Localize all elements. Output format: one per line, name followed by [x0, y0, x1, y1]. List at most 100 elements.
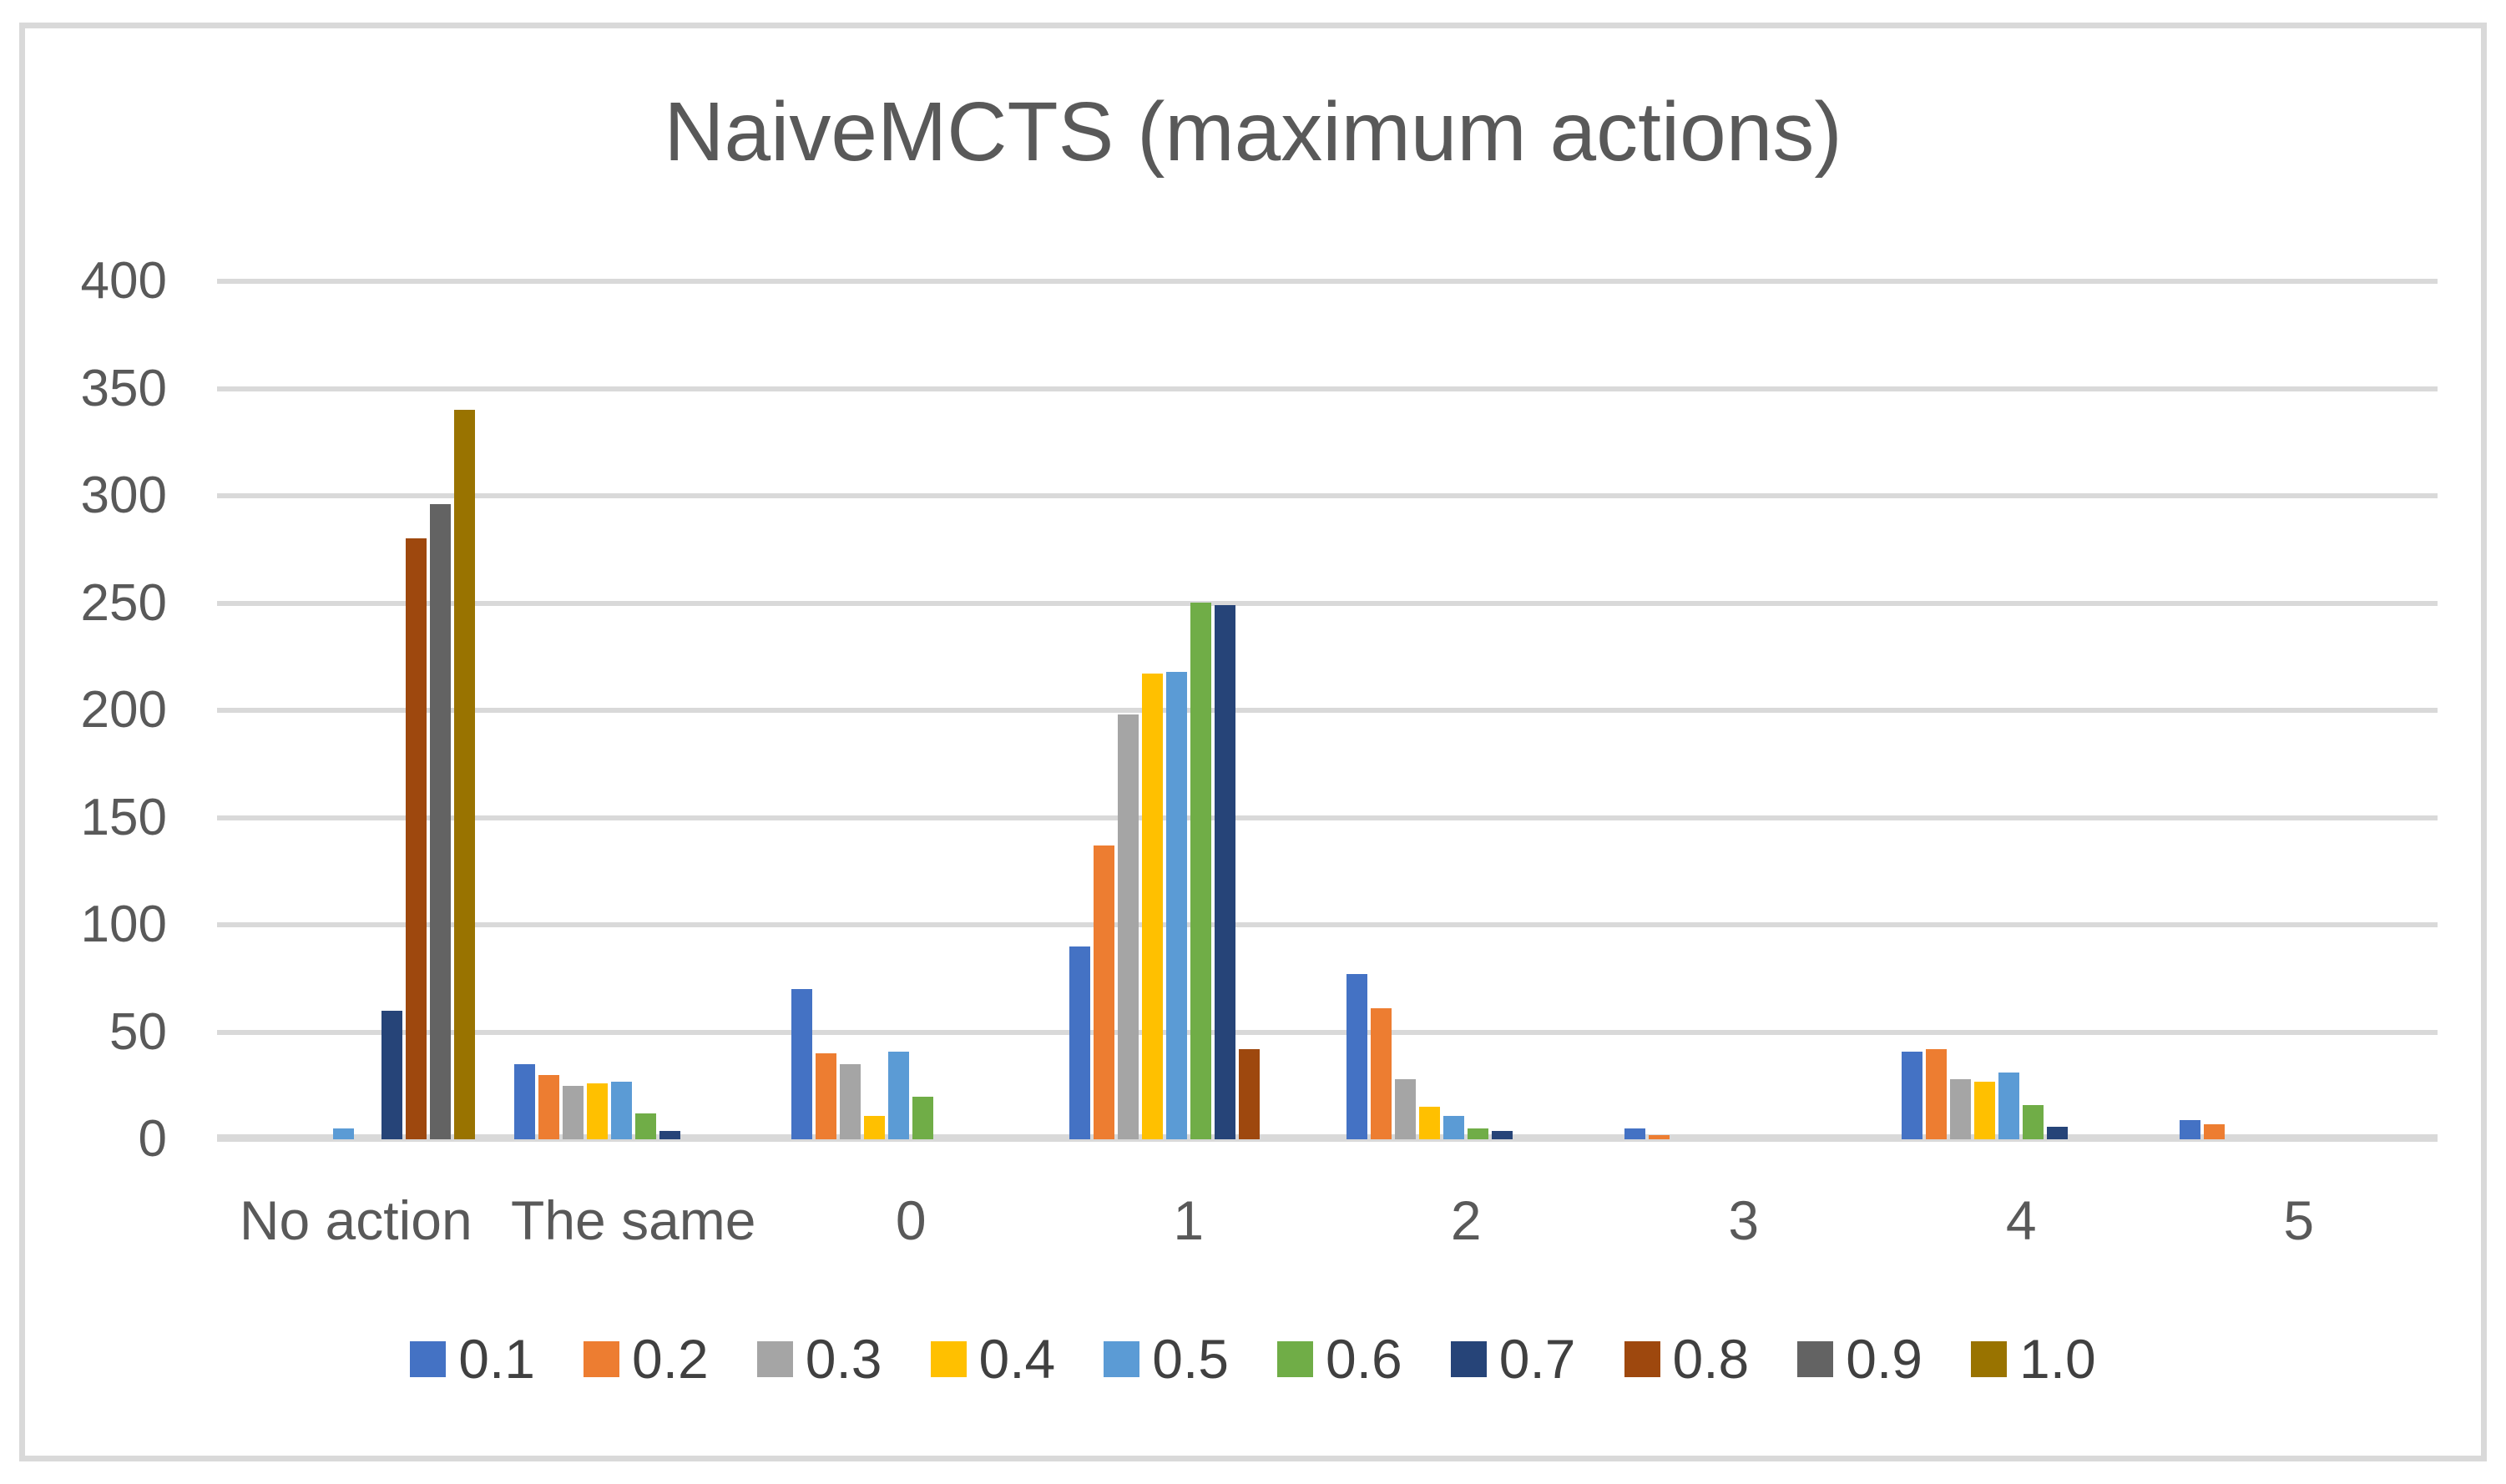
legend-swatch-0.9	[1797, 1340, 1834, 1377]
y-tick-label-100: 100	[80, 896, 167, 953]
gridline-400	[217, 279, 2438, 284]
legend-swatch-0.6	[1277, 1340, 1313, 1377]
y-tick-label-50: 50	[109, 1002, 167, 1061]
legend-swatch-0.3	[756, 1340, 793, 1377]
legend-label-0.3: 0.3	[805, 1328, 882, 1390]
bar-series-0.5-cat-2	[1443, 1116, 1465, 1139]
bar-group-0	[772, 281, 1050, 1139]
bar-series-0.4-cat-4	[1974, 1082, 1996, 1139]
bar-group-1	[1050, 281, 1328, 1139]
bar-series-0.4-cat-1	[1141, 674, 1163, 1139]
bar-series-0.5-cat-0	[888, 1052, 910, 1139]
bar-series-0.1-cat-4	[1902, 1052, 1923, 1139]
legend-label-0.7: 0.7	[1498, 1328, 1576, 1390]
bar-group-no-action	[217, 281, 495, 1139]
bar-series-0.2-cat-3	[1648, 1135, 1670, 1139]
bar-series-0.8-cat-no-action	[406, 538, 427, 1139]
bar-series-0.8-cat-1	[1238, 1049, 1260, 1139]
bar-group-3	[1605, 281, 1883, 1139]
legend-item-0.3: 0.3	[756, 1327, 882, 1391]
bar-series-0.6-cat-0	[912, 1097, 934, 1139]
legend-swatch-1.0	[1971, 1340, 2007, 1377]
gridline-200	[217, 708, 2438, 713]
bar-series-0.1-cat-the-same	[513, 1064, 535, 1139]
plot-area	[217, 279, 2438, 1142]
bar-series-0.4-cat-the-same	[586, 1083, 608, 1139]
x-tick-label-3: 3	[1728, 1189, 1760, 1251]
bar-series-0.7-cat-4	[2047, 1127, 2069, 1139]
bar-series-0.3-cat-1	[1117, 714, 1139, 1139]
bar-series-0.4-cat-2	[1419, 1107, 1441, 1139]
legend-label-0.9: 0.9	[1846, 1328, 1922, 1390]
x-tick-label-2: 2	[1450, 1189, 1482, 1251]
y-tick-label-350: 350	[80, 359, 167, 417]
bar-series-0.1-cat-3	[1624, 1128, 1645, 1139]
bar-series-0.7-cat-1	[1214, 605, 1235, 1139]
legend-swatch-0.7	[1450, 1340, 1487, 1377]
legend-label-0.1: 0.1	[458, 1328, 535, 1390]
y-tick-label-300: 300	[80, 467, 167, 524]
legend-item-0.9: 0.9	[1797, 1327, 1922, 1391]
legend-item-0.8: 0.8	[1624, 1327, 1750, 1391]
bar-series-0.5-cat-no-action	[333, 1128, 355, 1139]
y-tick-label-0: 0	[138, 1110, 167, 1168]
bar-series-0.2-cat-5	[2203, 1124, 2225, 1139]
legend-item-0.1: 0.1	[410, 1327, 535, 1391]
legend-label-0.4: 0.4	[978, 1328, 1056, 1390]
bar-series-0.3-cat-2	[1395, 1079, 1417, 1139]
bar-group-4	[1882, 281, 2160, 1139]
bar-series-0.3-cat-the-same	[562, 1086, 584, 1139]
y-tick-label-400: 400	[80, 252, 167, 310]
legend-item-0.7: 0.7	[1450, 1327, 1576, 1391]
legend-swatch-0.1	[410, 1340, 447, 1377]
bar-series-0.6-cat-1	[1190, 603, 1211, 1139]
x-tick-label-the-same: The same	[511, 1189, 756, 1251]
legend-label-0.8: 0.8	[1672, 1328, 1750, 1390]
x-tick-label-1: 1	[1173, 1189, 1205, 1251]
x-tick-label-no-action: No action	[239, 1189, 472, 1251]
legend-item-0.6: 0.6	[1277, 1327, 1402, 1391]
bar-series-0.2-cat-0	[816, 1053, 837, 1139]
bar-series-0.7-cat-the-same	[659, 1131, 680, 1139]
bar-series-0.1-cat-5	[2179, 1120, 2200, 1139]
bar-series-0.9-cat-no-action	[430, 504, 452, 1139]
y-tick-label-150: 150	[80, 788, 167, 846]
bar-series-0.3-cat-0	[840, 1064, 861, 1139]
x-tick-label-5: 5	[2283, 1189, 2315, 1251]
bar-group-2	[1327, 281, 1605, 1139]
bar-series-0.5-cat-1	[1165, 672, 1187, 1139]
bar-series-0.6-cat-the-same	[634, 1113, 656, 1139]
bar-series-0.2-cat-1	[1093, 845, 1114, 1139]
bar-series-0.1-cat-0	[791, 989, 813, 1139]
y-axis-labels: 0 50 100 150 200 250 300 350 400	[0, 0, 167, 1484]
legend-item-0.5: 0.5	[1104, 1327, 1229, 1391]
legend: 0.1 0.2 0.3 0.4 0.5 0.6 0.7 0.8 0.9 1.0	[0, 1327, 2506, 1391]
bar-series-0.6-cat-2	[1468, 1128, 1489, 1139]
y-tick-label-250: 250	[80, 573, 167, 632]
bar-series-0.6-cat-4	[2023, 1105, 2044, 1139]
legend-item-0.4: 0.4	[930, 1327, 1056, 1391]
bar-group-5	[2160, 281, 2438, 1139]
legend-item-0.2: 0.2	[584, 1327, 709, 1391]
y-tick-label-200: 200	[80, 681, 167, 739]
bar-series-0.7-cat-2	[1492, 1131, 1513, 1139]
bar-group-the-same	[495, 281, 773, 1139]
legend-label-1.0: 1.0	[2019, 1328, 2096, 1390]
bar-series-0.2-cat-4	[1926, 1049, 1948, 1139]
legend-label-0.5: 0.5	[1152, 1328, 1229, 1390]
gridline-150	[217, 815, 2438, 820]
bar-series-1.0-cat-no-action	[454, 410, 476, 1139]
gridline-250	[217, 600, 2438, 606]
bar-series-0.2-cat-2	[1371, 1008, 1392, 1139]
legend-item-1.0: 1.0	[1971, 1327, 2096, 1391]
legend-label-0.2: 0.2	[632, 1328, 709, 1390]
gridline-350	[217, 386, 2438, 391]
bar-series-0.7-cat-no-action	[381, 1011, 403, 1139]
x-tick-label-4: 4	[2005, 1189, 2037, 1251]
gridline-300	[217, 493, 2438, 498]
bar-series-0.1-cat-1	[1069, 946, 1090, 1139]
x-axis-labels: No action The same 0 1 2 3 4 5	[217, 1189, 2438, 1264]
bar-series-0.5-cat-4	[1998, 1073, 2020, 1139]
bar-series-0.4-cat-0	[864, 1116, 886, 1139]
